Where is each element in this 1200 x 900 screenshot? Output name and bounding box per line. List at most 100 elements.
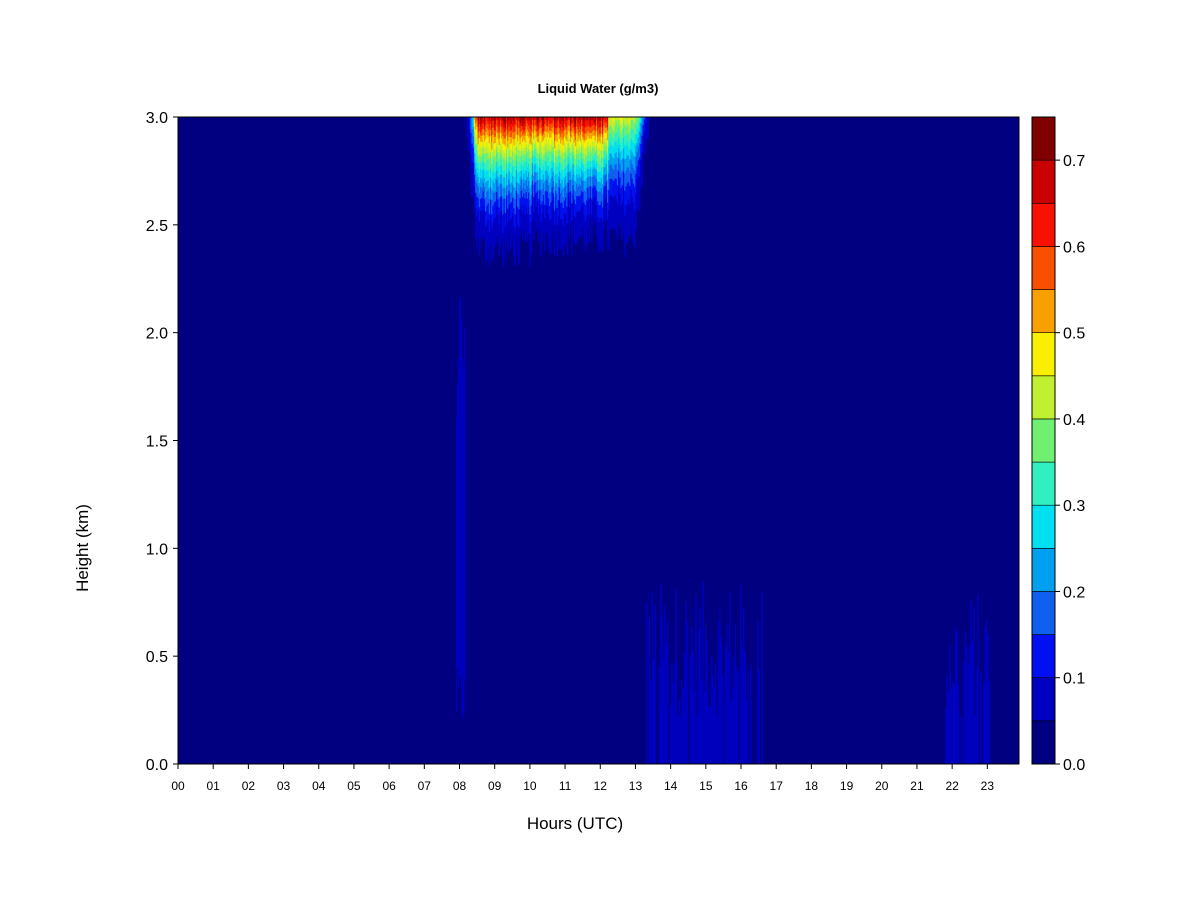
- cloud-layer-cell: [514, 191, 517, 196]
- cloud-layer-cell: [567, 211, 570, 215]
- cloud-layer-cell: [505, 157, 508, 162]
- cloud-layer-cell: [609, 117, 611, 121]
- cloud-layer-cell: [477, 117, 480, 121]
- cloud-layer-cell: [537, 164, 540, 168]
- cloud-layer-cell: [583, 135, 586, 140]
- cloud-layer-cell: [534, 216, 536, 219]
- cloud-layer-cell: [541, 141, 544, 146]
- cloud-layer-cell: [497, 227, 499, 231]
- cloud-layer-cell: [556, 235, 558, 240]
- cloud-layer-cell: [584, 177, 587, 182]
- cloud-layer-cell: [573, 161, 576, 165]
- cloud-layer-cell: [531, 208, 534, 212]
- cloud-layer-cell: [604, 180, 607, 184]
- cloud-layer-cell: [509, 120, 512, 124]
- cloud-layer-cell: [478, 210, 481, 215]
- cloud-layer-cell: [579, 188, 582, 192]
- cloud-layer-cell: [555, 176, 557, 180]
- cloud-layer-cell: [540, 137, 542, 142]
- cloud-layer-cell: [467, 126, 470, 128]
- cloud-layer-cell: [587, 215, 589, 219]
- cloud-layer-cell: [568, 161, 571, 166]
- cloud-layer-cell: [574, 149, 577, 153]
- cloud-layer-cell: [587, 179, 589, 183]
- cloud-layer-cell: [536, 207, 539, 211]
- cloud-layer-cell: [534, 122, 536, 126]
- cloud-layer-cell: [523, 221, 525, 225]
- cloud-layer-cell: [595, 122, 598, 127]
- cloud-layer-cell: [600, 194, 603, 199]
- cloud-layer-cell: [488, 235, 491, 240]
- cloud-layer-cell: [481, 178, 483, 183]
- cloud-layer-cell: [513, 218, 515, 223]
- cloud-layer-cell: [487, 193, 490, 197]
- cloud-layer-cell: [606, 192, 609, 197]
- cloud-layer-cell: [537, 132, 540, 137]
- cloud-layer-cell: [537, 182, 540, 187]
- cloud-layer-cell: [531, 193, 534, 197]
- cloud-layer-cell: [571, 154, 573, 159]
- cloud-layer-cell: [531, 183, 534, 186]
- cloud-layer-cell: [475, 129, 477, 133]
- cloud-layer-cell: [572, 145, 574, 149]
- cloud-layer-cell: [572, 140, 574, 144]
- cloud-layer-cell: [529, 247, 531, 253]
- cloud-layer-cell: [563, 197, 566, 201]
- cloud-layer-cell: [510, 156, 513, 160]
- cloud-layer-cell: [561, 244, 563, 249]
- cloud-layer-cell: [565, 178, 567, 183]
- cloud-layer-cell: [513, 249, 515, 254]
- cloud-layer-cell: [581, 196, 583, 201]
- cloud-layer-cell: [553, 224, 556, 228]
- cloud-layer-cell: [588, 123, 591, 127]
- cloud-layer-cell: [561, 166, 563, 170]
- cloud-layer-cell: [573, 230, 576, 235]
- cloud-layer-cell: [523, 117, 525, 121]
- cloud-layer-cell: [556, 214, 558, 219]
- cloud-layer-cell: [473, 191, 476, 195]
- cloud-layer-cell: [605, 217, 608, 221]
- cloud-layer-cell: [593, 117, 595, 120]
- cloud-layer-cell: [467, 137, 470, 139]
- cloud-layer-cell: [589, 137, 592, 141]
- cloud-layer-cell: [556, 239, 558, 244]
- cloud-layer-cell: [605, 124, 608, 128]
- cloud-layer-cell: [593, 169, 595, 173]
- cloud-layer-cell: [592, 117, 594, 121]
- cloud-layer-cell: [542, 194, 545, 198]
- cloud-layer-cell: [466, 127, 469, 129]
- cloud-layer-cell: [541, 175, 544, 180]
- cloud-layer-cell: [563, 145, 566, 150]
- cloud-layer-cell: [540, 193, 542, 198]
- cloud-layer-cell: [551, 194, 554, 198]
- cloud-layer-cell: [514, 139, 517, 144]
- cloud-layer-cell: [477, 194, 480, 199]
- cloud-layer-cell: [476, 140, 478, 144]
- cloud-layer-cell: [550, 168, 552, 172]
- cloud-layer-cell: [584, 191, 587, 195]
- cloud-layer-cell: [614, 128, 616, 132]
- cloud-layer-cell: [565, 234, 567, 238]
- cloud-layer-cell: [534, 174, 536, 178]
- cloud-layer-cell: [608, 123, 610, 128]
- cloud-layer-cell: [594, 155, 597, 159]
- cloud-layer-cell: [509, 193, 512, 197]
- cloud-layer-cell: [605, 122, 608, 126]
- cloud-layer-cell: [576, 164, 578, 168]
- cloud-layer-cell: [493, 172, 496, 177]
- cloud-layer-cell: [563, 168, 566, 172]
- cloud-layer-cell: [471, 171, 474, 174]
- cloud-layer-cell: [545, 199, 547, 203]
- cloud-layer-cell: [566, 202, 568, 207]
- cloud-layer-cell: [478, 179, 481, 184]
- cloud-layer-cell: [574, 139, 577, 144]
- cloud-layer-cell: [602, 247, 604, 251]
- cloud-layer-cell: [477, 224, 480, 229]
- cloud-layer-cell: [553, 130, 556, 135]
- cloud-layer-cell: [521, 190, 524, 195]
- cloud-layer-cell: [481, 197, 483, 201]
- cloud-layer-cell: [498, 130, 501, 135]
- cloud-layer-cell: [547, 201, 550, 205]
- cloud-layer-cell: [603, 180, 605, 184]
- cloud-layer-cell: [480, 198, 482, 202]
